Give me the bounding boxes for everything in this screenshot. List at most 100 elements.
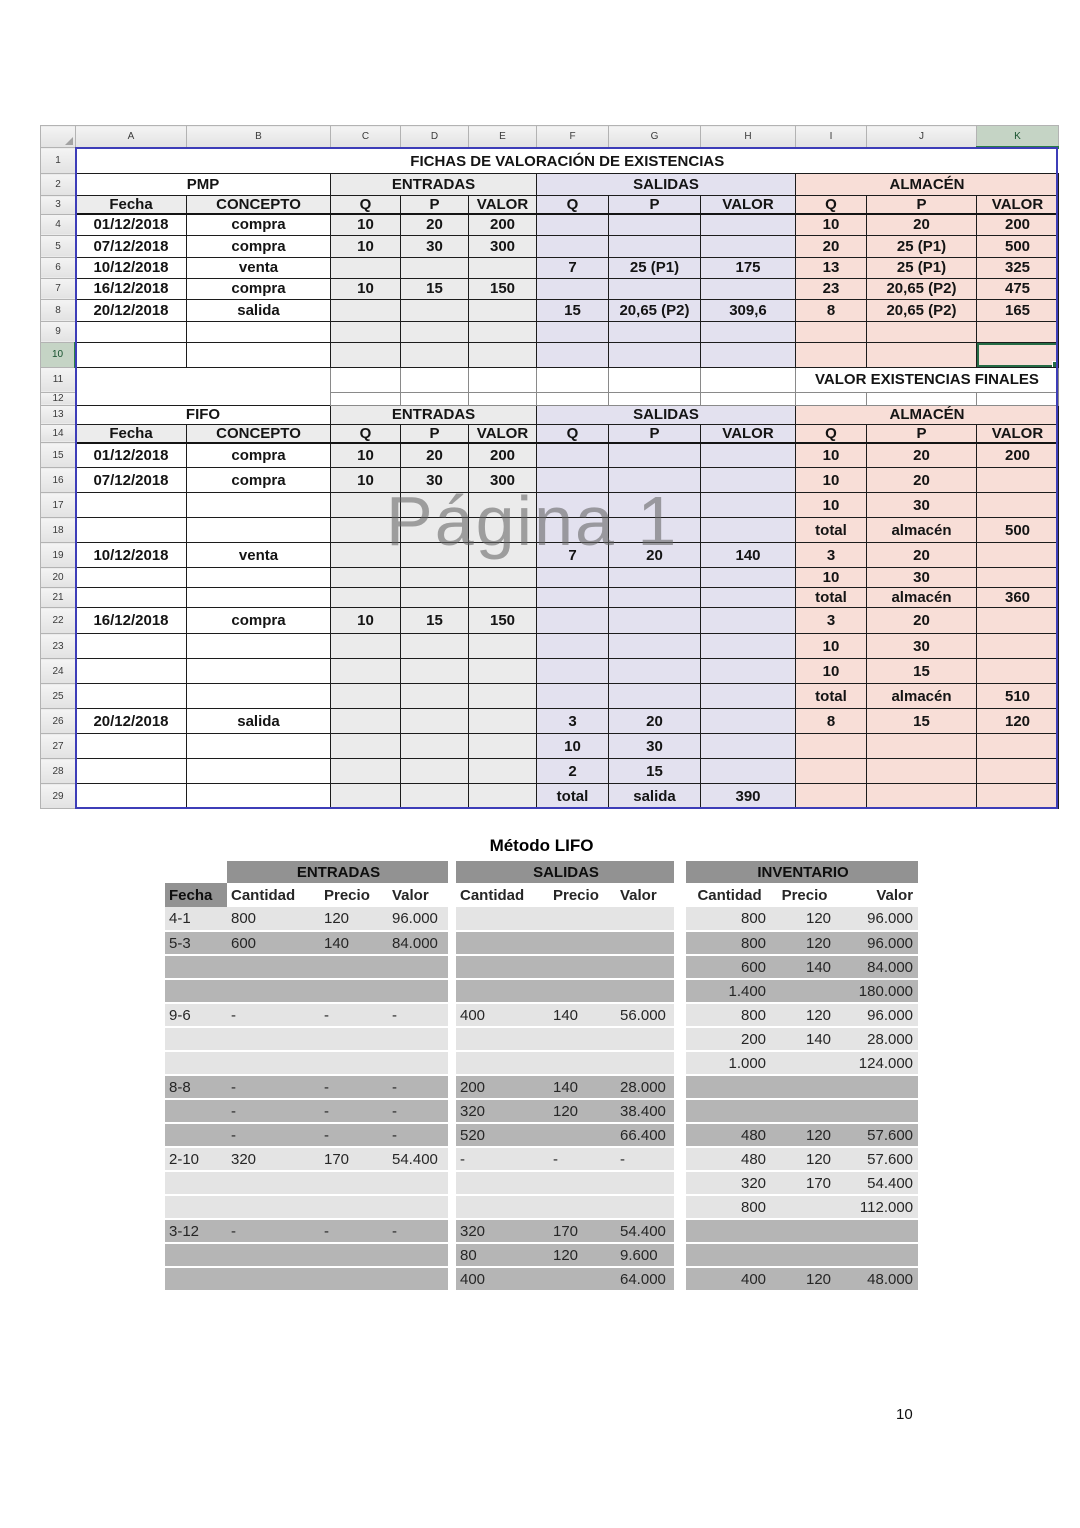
row-header-1[interactable]: 1	[40, 147, 76, 174]
row-header-24[interactable]: 24	[40, 658, 76, 684]
cell-F20[interactable]	[536, 567, 609, 588]
cell-C27[interactable]	[330, 733, 401, 759]
row-header-19[interactable]: 19	[40, 542, 76, 568]
cell-D14[interactable]: P	[400, 423, 469, 444]
row-header-3[interactable]: 3	[40, 195, 76, 215]
cell-G18[interactable]	[608, 517, 701, 543]
cell-G24[interactable]	[608, 658, 701, 684]
cell-F11[interactable]	[536, 366, 609, 393]
cell-K14[interactable]: VALOR	[976, 423, 1059, 444]
cell-C11[interactable]	[330, 366, 401, 393]
cell-F19[interactable]: 7	[536, 542, 609, 568]
cell-H21[interactable]	[700, 587, 796, 608]
cell-G29[interactable]: salida	[608, 783, 701, 809]
cell-H9[interactable]	[700, 320, 796, 343]
cell-K24[interactable]	[976, 658, 1059, 684]
cell-B8[interactable]: salida	[186, 298, 331, 322]
cell-K25[interactable]: 510	[976, 683, 1059, 709]
cell-B3[interactable]: CONCEPTO	[186, 195, 331, 215]
cell-D11[interactable]	[400, 366, 469, 393]
cell-G11[interactable]	[608, 366, 701, 393]
cell-D28[interactable]	[400, 758, 469, 784]
row-header-28[interactable]: 28	[40, 758, 76, 784]
cell-E7[interactable]: 150	[468, 277, 537, 300]
col-header-H[interactable]: H	[700, 125, 796, 148]
cell-G10[interactable]	[608, 341, 701, 368]
cell-E27[interactable]	[468, 733, 537, 759]
cell-G8[interactable]: 20,65 (P2)	[608, 298, 701, 322]
cell-F12[interactable]	[536, 391, 609, 406]
cell-I14[interactable]: Q	[795, 423, 867, 444]
cell-C24[interactable]	[330, 658, 401, 684]
cell-G16[interactable]	[608, 467, 701, 493]
cell-F9[interactable]	[536, 320, 609, 343]
cell-G20[interactable]	[608, 567, 701, 588]
cell-C9[interactable]	[330, 320, 401, 343]
cell-G5[interactable]	[608, 234, 701, 258]
cell-F27[interactable]: 10	[536, 733, 609, 759]
cell-G15[interactable]	[608, 442, 701, 468]
cell-I7[interactable]: 23	[795, 277, 867, 300]
cell-I8[interactable]: 8	[795, 298, 867, 322]
cell-G9[interactable]	[608, 320, 701, 343]
cell-K16[interactable]	[976, 467, 1059, 493]
select-all-corner[interactable]	[40, 125, 76, 148]
col-header-I[interactable]: I	[795, 125, 867, 148]
cell-J15[interactable]: 20	[866, 442, 977, 468]
cell-J3[interactable]: P	[866, 195, 977, 215]
cell-H16[interactable]	[700, 467, 796, 493]
cell-D16[interactable]: 30	[400, 467, 469, 493]
cell-A27[interactable]	[75, 733, 187, 759]
cell-C23[interactable]	[330, 633, 401, 659]
cell-J18[interactable]: almacén	[866, 517, 977, 543]
cell-J7[interactable]: 20,65 (P2)	[866, 277, 977, 300]
cell-G6[interactable]: 25 (P1)	[608, 256, 701, 279]
cell-C3[interactable]: Q	[330, 195, 401, 215]
cell-K17[interactable]	[976, 492, 1059, 518]
cell-H10[interactable]	[700, 341, 796, 368]
cell-B25[interactable]	[186, 683, 331, 709]
cell-A5[interactable]: 07/12/2018	[75, 234, 187, 258]
cell-E17[interactable]	[468, 492, 537, 518]
cell-A24[interactable]	[75, 658, 187, 684]
cell-E11[interactable]	[468, 366, 537, 393]
cell-E25[interactable]	[468, 683, 537, 709]
cell-G7[interactable]	[608, 277, 701, 300]
cell-B28[interactable]	[186, 758, 331, 784]
cell-G21[interactable]	[608, 587, 701, 608]
cell-H11[interactable]	[700, 366, 796, 393]
row-header-27[interactable]: 27	[40, 733, 76, 759]
cell-C12[interactable]	[330, 391, 401, 406]
row-header-4[interactable]: 4	[40, 213, 76, 236]
cell-F8[interactable]: 15	[536, 298, 609, 322]
cell-D5[interactable]: 30	[400, 234, 469, 258]
cell-B20[interactable]	[186, 567, 331, 588]
cell-A16[interactable]: 07/12/2018	[75, 467, 187, 493]
cell-I26[interactable]: 8	[795, 708, 867, 734]
cell-D24[interactable]	[400, 658, 469, 684]
cell-C25[interactable]	[330, 683, 401, 709]
row-header-16[interactable]: 16	[40, 467, 76, 493]
cell-B4[interactable]: compra	[186, 213, 331, 236]
cell-F22[interactable]	[536, 607, 609, 634]
cell-E29[interactable]	[468, 783, 537, 809]
row-header-6[interactable]: 6	[40, 256, 76, 279]
cell-C4[interactable]: 10	[330, 213, 401, 236]
cell-K5[interactable]: 500	[976, 234, 1059, 258]
cell-J23[interactable]: 30	[866, 633, 977, 659]
row-header-7[interactable]: 7	[40, 277, 76, 300]
cell-F5[interactable]	[536, 234, 609, 258]
cell-K20[interactable]	[976, 567, 1059, 588]
cell-K10[interactable]	[976, 341, 1059, 368]
cell-A19[interactable]: 10/12/2018	[75, 542, 187, 568]
cell-A18[interactable]	[75, 517, 187, 543]
cell-I20[interactable]: 10	[795, 567, 867, 588]
cell-G28[interactable]: 15	[608, 758, 701, 784]
cell-F26[interactable]: 3	[536, 708, 609, 734]
row-header-15[interactable]: 15	[40, 442, 76, 468]
cell-E6[interactable]	[468, 256, 537, 279]
cell-A15[interactable]: 01/12/2018	[75, 442, 187, 468]
cell-E23[interactable]	[468, 633, 537, 659]
cell-J21[interactable]: almacén	[866, 587, 977, 608]
cell-G25[interactable]	[608, 683, 701, 709]
